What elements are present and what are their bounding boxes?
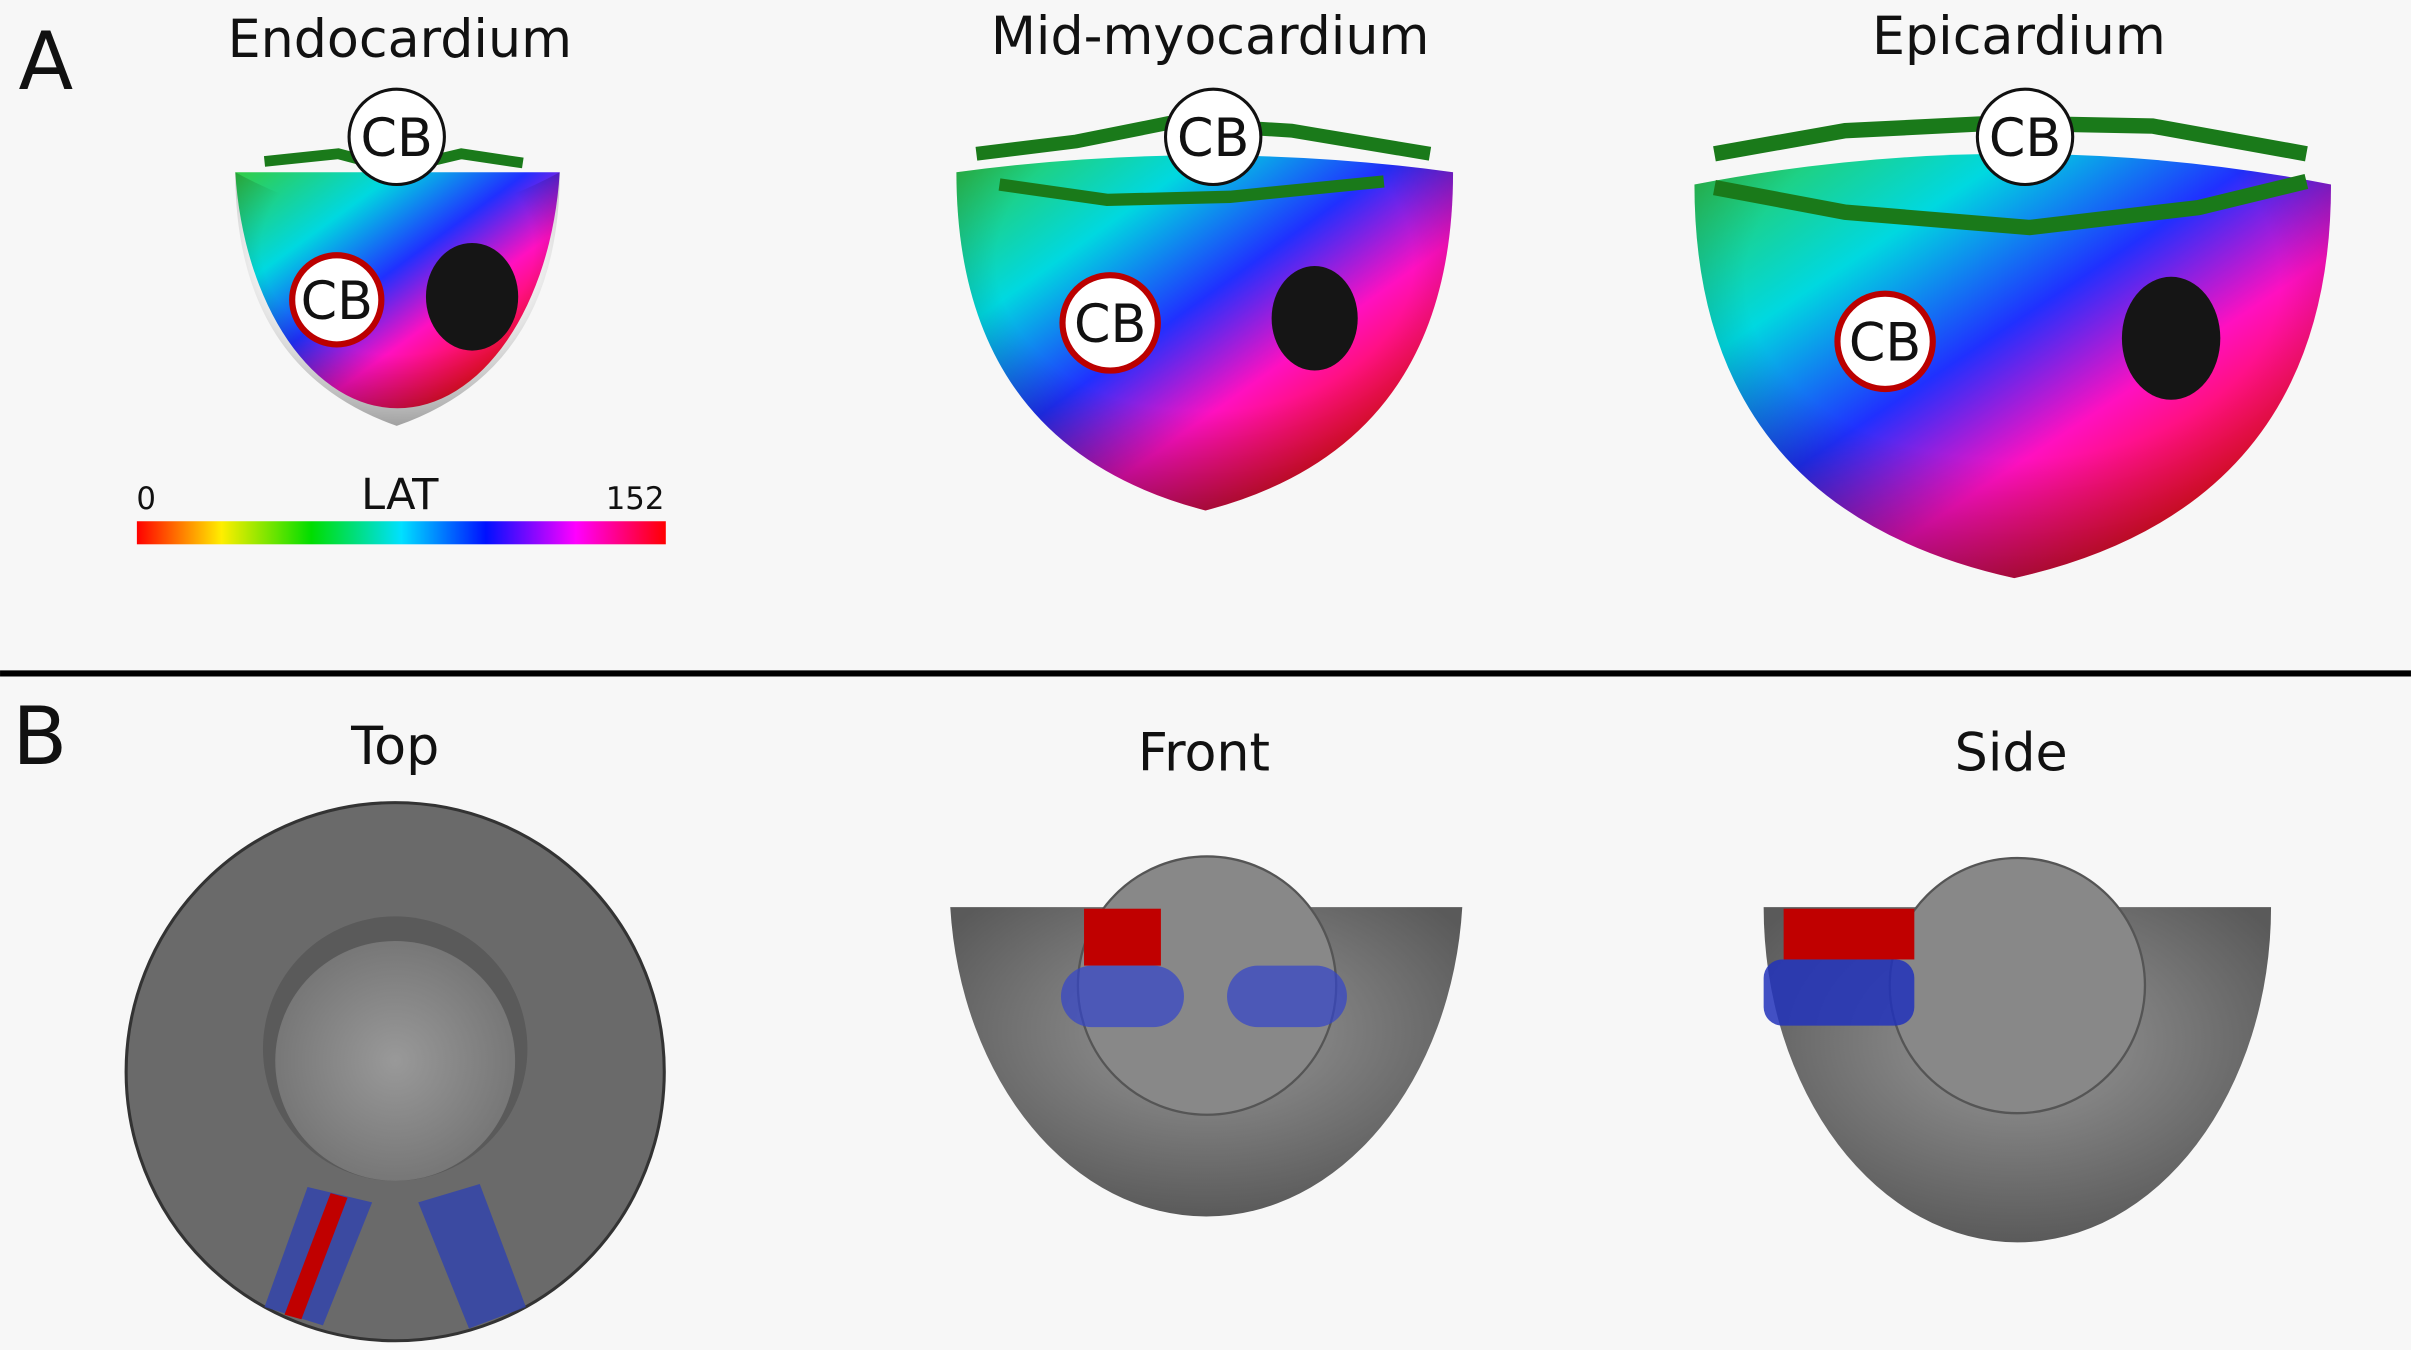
shading [235,172,560,426]
cb-marker [1059,272,1161,374]
cb-label: CB [1989,108,2061,169]
catheter-core [284,1193,348,1320]
view-title: Side [1955,722,2068,783]
inner-cavity [1888,856,2147,1115]
catheter [1060,965,1184,1028]
panel-label: B [12,690,67,783]
view-title: Mid-myocardium [991,6,1430,67]
cb-label: CB [1177,108,1249,169]
panel-label: A [18,15,73,108]
catheter [1084,908,1161,966]
catheter [1783,908,1915,960]
cb-marker [347,87,446,187]
view-title: Top [350,716,439,777]
cb-marker [289,252,385,348]
catheter [1763,959,1915,1026]
shading [956,155,1454,511]
view-title: Front [1138,722,1270,783]
inner-cavity [275,941,516,1181]
arrows [1713,173,2309,236]
catheter [418,1183,526,1329]
cb-marker [1975,87,2075,187]
colorbar-max: 152 [606,481,665,517]
view-title: Endocardium [228,9,572,70]
cb-label: CB [1849,312,1921,373]
catheter [1227,965,1347,1028]
shading [1694,153,2332,579]
scar [425,242,519,351]
scar [1271,266,1358,371]
cb-marker [1834,290,1936,393]
cb-label: CB [1074,294,1146,355]
colorbar-min: 0 [136,481,156,517]
colorbar-label: LAT [361,470,439,520]
colorbar [136,521,666,545]
arrows [998,175,1385,207]
view-title: Epicardium [1872,6,2166,67]
cb-label: CB [301,271,373,332]
scar [2121,276,2221,400]
cb-label: CB [361,108,433,169]
cb-marker [1163,87,1263,187]
